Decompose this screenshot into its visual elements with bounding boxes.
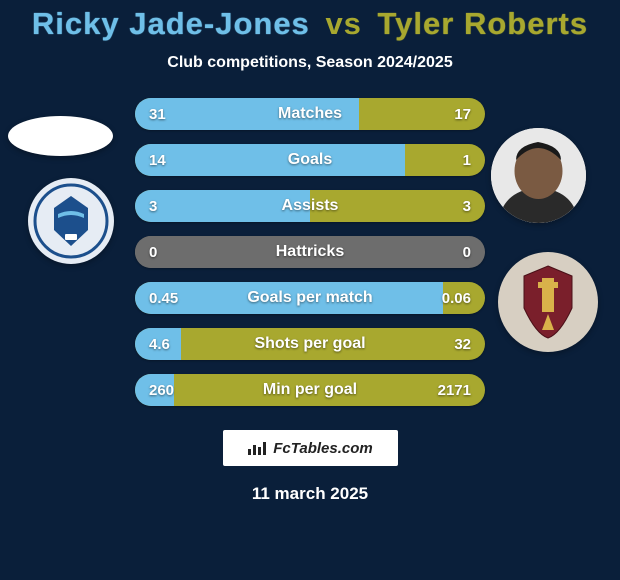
infographic-container: Ricky Jade-Jones vs Tyler Roberts Club c… [0,0,620,580]
stat-bar-left-fill [135,236,310,268]
title-vs: vs [325,6,361,41]
player2-club-crest [498,252,598,352]
brand-box: FcTables.com [223,430,398,466]
stat-bar-left-fill [135,144,405,176]
title-player1: Ricky Jade-Jones [32,6,310,41]
stat-label: Shots per goal [135,328,485,360]
stat-value-right: 32 [454,328,471,360]
stat-value-right: 1 [463,144,471,176]
stat-bar: 0.450.06Goals per match [135,282,485,314]
stat-label: Min per goal [135,374,485,406]
stat-bar: 00Hattricks [135,236,485,268]
stat-value-right: 2171 [438,374,471,406]
player1-club-crest [28,178,114,264]
player1-avatar [8,116,113,156]
stat-value-right: 17 [454,98,471,130]
stat-value-right: 0 [463,236,471,268]
stat-bar: 33Assists [135,190,485,222]
stat-bar-left-fill [135,282,443,314]
date-text: 11 march 2025 [0,484,620,504]
stat-value-right: 3 [463,190,471,222]
title-player2: Tyler Roberts [378,6,589,41]
stat-bar-left-fill [135,190,310,222]
stat-bar: 141Goals [135,144,485,176]
stat-bar: 3117Matches [135,98,485,130]
stats-bars: 3117Matches141Goals33Assists00Hattricks0… [135,98,485,406]
stat-bar-left-fill [135,98,359,130]
stat-bar: 2602171Min per goal [135,374,485,406]
player2-avatar [491,128,586,223]
page-title: Ricky Jade-Jones vs Tyler Roberts [0,6,620,42]
brand-text: FcTables.com [273,440,372,457]
stat-value-right: 0.06 [442,282,471,314]
stat-bar-left-fill [135,328,181,360]
stat-bar: 4.632Shots per goal [135,328,485,360]
subtitle: Club competitions, Season 2024/2025 [0,54,620,72]
brand-bar-icon [247,440,267,456]
stat-bar-left-fill [135,374,174,406]
